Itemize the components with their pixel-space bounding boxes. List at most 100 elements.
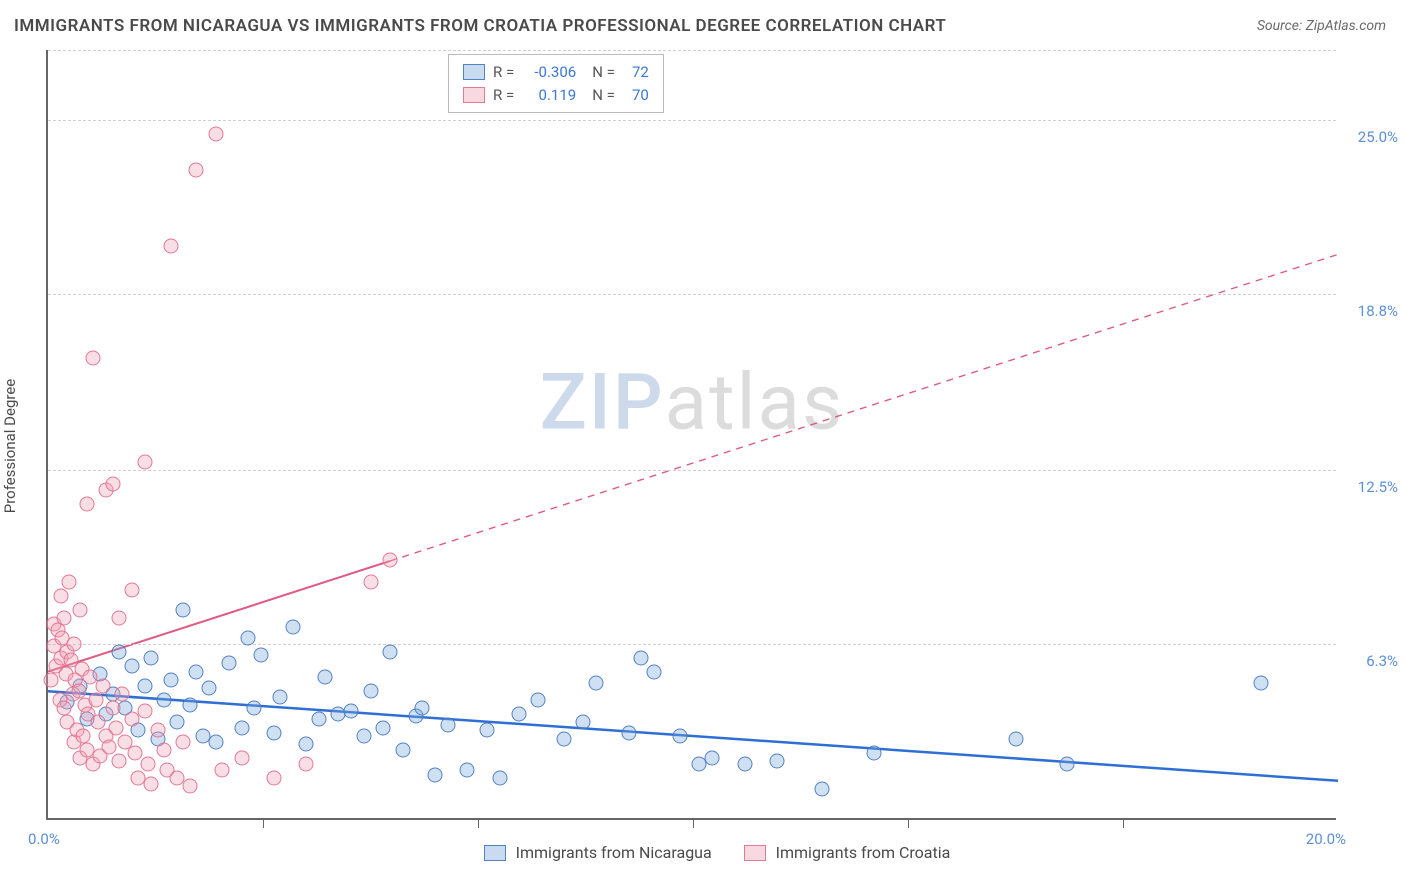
gridline — [48, 294, 1336, 295]
swatch-blue-icon — [463, 64, 485, 80]
point-croatia — [108, 720, 123, 735]
gridline — [48, 470, 1336, 471]
point-nicaragua — [266, 726, 281, 741]
point-nicaragua — [363, 684, 378, 699]
point-nicaragua — [621, 726, 636, 741]
point-nicaragua — [221, 656, 236, 671]
x-tick — [693, 818, 694, 828]
point-nicaragua — [182, 698, 197, 713]
series-legend: Immigrants from Nicaragua Immigrants fro… — [0, 843, 1406, 862]
legend-label-croatia: Immigrants from Croatia — [776, 843, 951, 862]
point-nicaragua — [589, 675, 604, 690]
point-nicaragua — [273, 689, 288, 704]
point-nicaragua — [311, 712, 326, 727]
point-croatia — [91, 715, 106, 730]
point-nicaragua — [286, 619, 301, 634]
point-croatia — [382, 552, 397, 567]
y-tick-label: 6.3% — [1366, 652, 1398, 670]
point-croatia — [111, 754, 126, 769]
point-nicaragua — [531, 692, 546, 707]
point-croatia — [57, 701, 72, 716]
point-nicaragua — [111, 645, 126, 660]
point-croatia — [66, 636, 81, 651]
point-croatia — [105, 701, 120, 716]
point-croatia — [163, 239, 178, 254]
point-croatia — [137, 703, 152, 718]
point-nicaragua — [247, 701, 262, 716]
point-croatia — [234, 751, 249, 766]
point-nicaragua — [299, 737, 314, 752]
point-nicaragua — [357, 729, 372, 744]
gridline — [48, 50, 1336, 51]
point-nicaragua — [815, 782, 830, 797]
point-nicaragua — [208, 734, 223, 749]
stats-row-nicaragua: R = -0.306 N = 72 — [463, 61, 649, 84]
point-croatia — [95, 678, 110, 693]
point-croatia — [128, 745, 143, 760]
point-nicaragua — [647, 664, 662, 679]
point-croatia — [61, 575, 76, 590]
point-croatia — [111, 611, 126, 626]
point-nicaragua — [157, 692, 172, 707]
point-nicaragua — [1253, 675, 1268, 690]
point-nicaragua — [492, 771, 507, 786]
gridline — [48, 644, 1336, 645]
point-nicaragua — [769, 754, 784, 769]
stats-row-croatia: R = 0.119 N = 70 — [463, 84, 649, 107]
chart-title: IMMIGRANTS FROM NICARAGUA VS IMMIGRANTS … — [14, 16, 946, 36]
point-croatia — [71, 684, 86, 699]
point-croatia — [150, 723, 165, 738]
point-croatia — [215, 762, 230, 777]
swatch-pink-icon — [463, 87, 485, 103]
point-croatia — [137, 454, 152, 469]
point-nicaragua — [557, 731, 572, 746]
point-nicaragua — [344, 703, 359, 718]
point-croatia — [44, 673, 59, 688]
y-tick-label: 12.5% — [1358, 478, 1398, 496]
swatch-blue-icon — [484, 845, 506, 861]
x-tick — [263, 818, 264, 828]
point-nicaragua — [440, 717, 455, 732]
x-tick — [908, 818, 909, 828]
point-croatia — [208, 127, 223, 142]
point-nicaragua — [511, 706, 526, 721]
y-tick-label: 25.0% — [1358, 128, 1398, 146]
legend-label-nicaragua: Immigrants from Nicaragua — [516, 843, 712, 862]
point-croatia — [86, 351, 101, 366]
point-croatia — [79, 496, 94, 511]
point-nicaragua — [705, 751, 720, 766]
point-croatia — [89, 692, 104, 707]
point-croatia — [124, 583, 139, 598]
point-nicaragua — [176, 603, 191, 618]
point-nicaragua — [460, 762, 475, 777]
point-nicaragua — [634, 650, 649, 665]
point-nicaragua — [737, 757, 752, 772]
point-croatia — [73, 603, 88, 618]
point-nicaragua — [253, 647, 268, 662]
point-croatia — [189, 163, 204, 178]
y-axis-label: Professional Degree — [1, 379, 19, 514]
point-nicaragua — [376, 720, 391, 735]
point-nicaragua — [866, 745, 881, 760]
point-croatia — [102, 740, 117, 755]
point-nicaragua — [395, 743, 410, 758]
gridline — [48, 120, 1336, 121]
point-nicaragua — [163, 673, 178, 688]
point-nicaragua — [1060, 757, 1075, 772]
point-nicaragua — [673, 729, 688, 744]
point-croatia — [140, 757, 155, 772]
point-croatia — [157, 743, 172, 758]
point-croatia — [76, 729, 91, 744]
point-nicaragua — [318, 670, 333, 685]
x-tick — [478, 818, 479, 828]
point-nicaragua — [144, 650, 159, 665]
point-croatia — [57, 611, 72, 626]
x-tick — [1123, 818, 1124, 828]
y-tick-label: 18.8% — [1358, 302, 1398, 320]
point-croatia — [363, 575, 378, 590]
point-croatia — [176, 734, 191, 749]
point-nicaragua — [428, 768, 443, 783]
point-nicaragua — [479, 723, 494, 738]
trend-lines — [48, 50, 1336, 818]
point-croatia — [115, 687, 130, 702]
